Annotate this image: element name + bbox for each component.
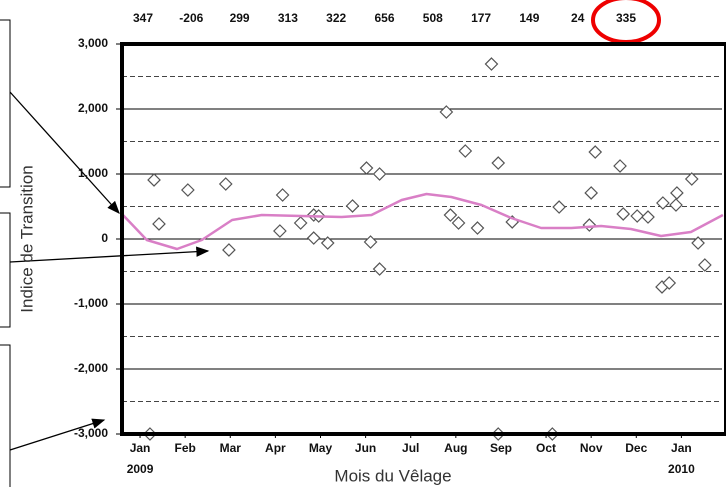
point: [470, 221, 485, 235]
top-value-label: -206: [179, 11, 203, 25]
top-value-label: 299: [230, 11, 250, 25]
top-value-label: 177: [471, 11, 491, 25]
top-value-label: 656: [374, 11, 394, 25]
point: [218, 177, 233, 191]
point: [491, 156, 506, 170]
point: [222, 243, 236, 257]
point: [359, 161, 374, 175]
point: [147, 173, 161, 187]
point: [670, 186, 684, 200]
point: [275, 188, 290, 202]
x-tick-label: Nov: [580, 441, 603, 455]
point: [684, 172, 699, 186]
top-value-label: 347: [133, 11, 153, 25]
top-value-label: 24: [571, 11, 585, 25]
point: [613, 159, 627, 173]
x-tick-label: Jun: [355, 441, 376, 455]
point: [691, 236, 705, 250]
point: [363, 235, 378, 249]
point: [372, 167, 387, 181]
x-tick-label: Feb: [174, 441, 195, 455]
point: [372, 262, 387, 276]
x-tick-label: Jan: [130, 441, 151, 455]
x-tick-label: Jul: [402, 441, 419, 455]
point: [293, 216, 308, 230]
x-tick-label: Oct: [536, 441, 556, 455]
point: [345, 199, 360, 213]
point: [458, 144, 473, 158]
point: [451, 216, 466, 230]
y-tick-label: 3,000: [78, 36, 108, 50]
y-tick-label: 0: [101, 231, 108, 245]
y-tick-label: 2,000: [78, 101, 108, 115]
x-year-label: 2010: [668, 462, 695, 476]
point: [320, 236, 335, 250]
point: [273, 224, 287, 238]
y-axis-title: Indice de Transition: [17, 165, 36, 312]
annotation-arrows: [9, 91, 210, 451]
point: [443, 208, 458, 222]
y-tick-label: -2,000: [74, 361, 108, 375]
point: [588, 145, 603, 159]
point: [181, 183, 195, 197]
plot-area: 3,000 2,000 1,000 0 -1,000 -2,000 -3,000 Jan Feb…: [74, 11, 726, 476]
point: [306, 231, 321, 245]
point: [582, 218, 597, 232]
top-value-label: 149: [519, 11, 539, 25]
top-value-label: 335: [616, 11, 636, 25]
point: [698, 258, 712, 272]
plot-frame: [120, 42, 726, 436]
point: [152, 217, 166, 231]
point: [630, 209, 645, 223]
y-tick-label: 1,000: [78, 166, 108, 180]
x-tick-label: Mar: [220, 441, 242, 455]
y-tick-label: -3,000: [74, 426, 108, 440]
point: [641, 210, 655, 224]
point: [669, 198, 683, 212]
x-tick-label: Apr: [265, 441, 286, 455]
annotation-boxes: [0, 19, 11, 487]
x-tick-label: May: [309, 441, 333, 455]
y-tick-label: -1,000: [74, 296, 108, 310]
x-tick-label: Sep: [490, 441, 512, 455]
point: [616, 207, 631, 221]
x-tick-label: Jan: [671, 441, 692, 455]
x-tick-label: Dec: [625, 441, 647, 455]
x-year-label: 2009: [127, 462, 154, 476]
top-value-label: 322: [326, 11, 346, 25]
top-value-label: 313: [278, 11, 298, 25]
point: [484, 57, 499, 71]
point: [662, 276, 677, 290]
x-axis-title: Mois du Vêlage: [334, 466, 451, 485]
point: [656, 196, 670, 210]
x-tick-label: Aug: [444, 441, 467, 455]
top-value-label: 508: [423, 11, 443, 25]
point: [584, 186, 599, 200]
point: [552, 200, 566, 214]
point: [439, 105, 454, 119]
trend-line: [121, 192, 724, 251]
